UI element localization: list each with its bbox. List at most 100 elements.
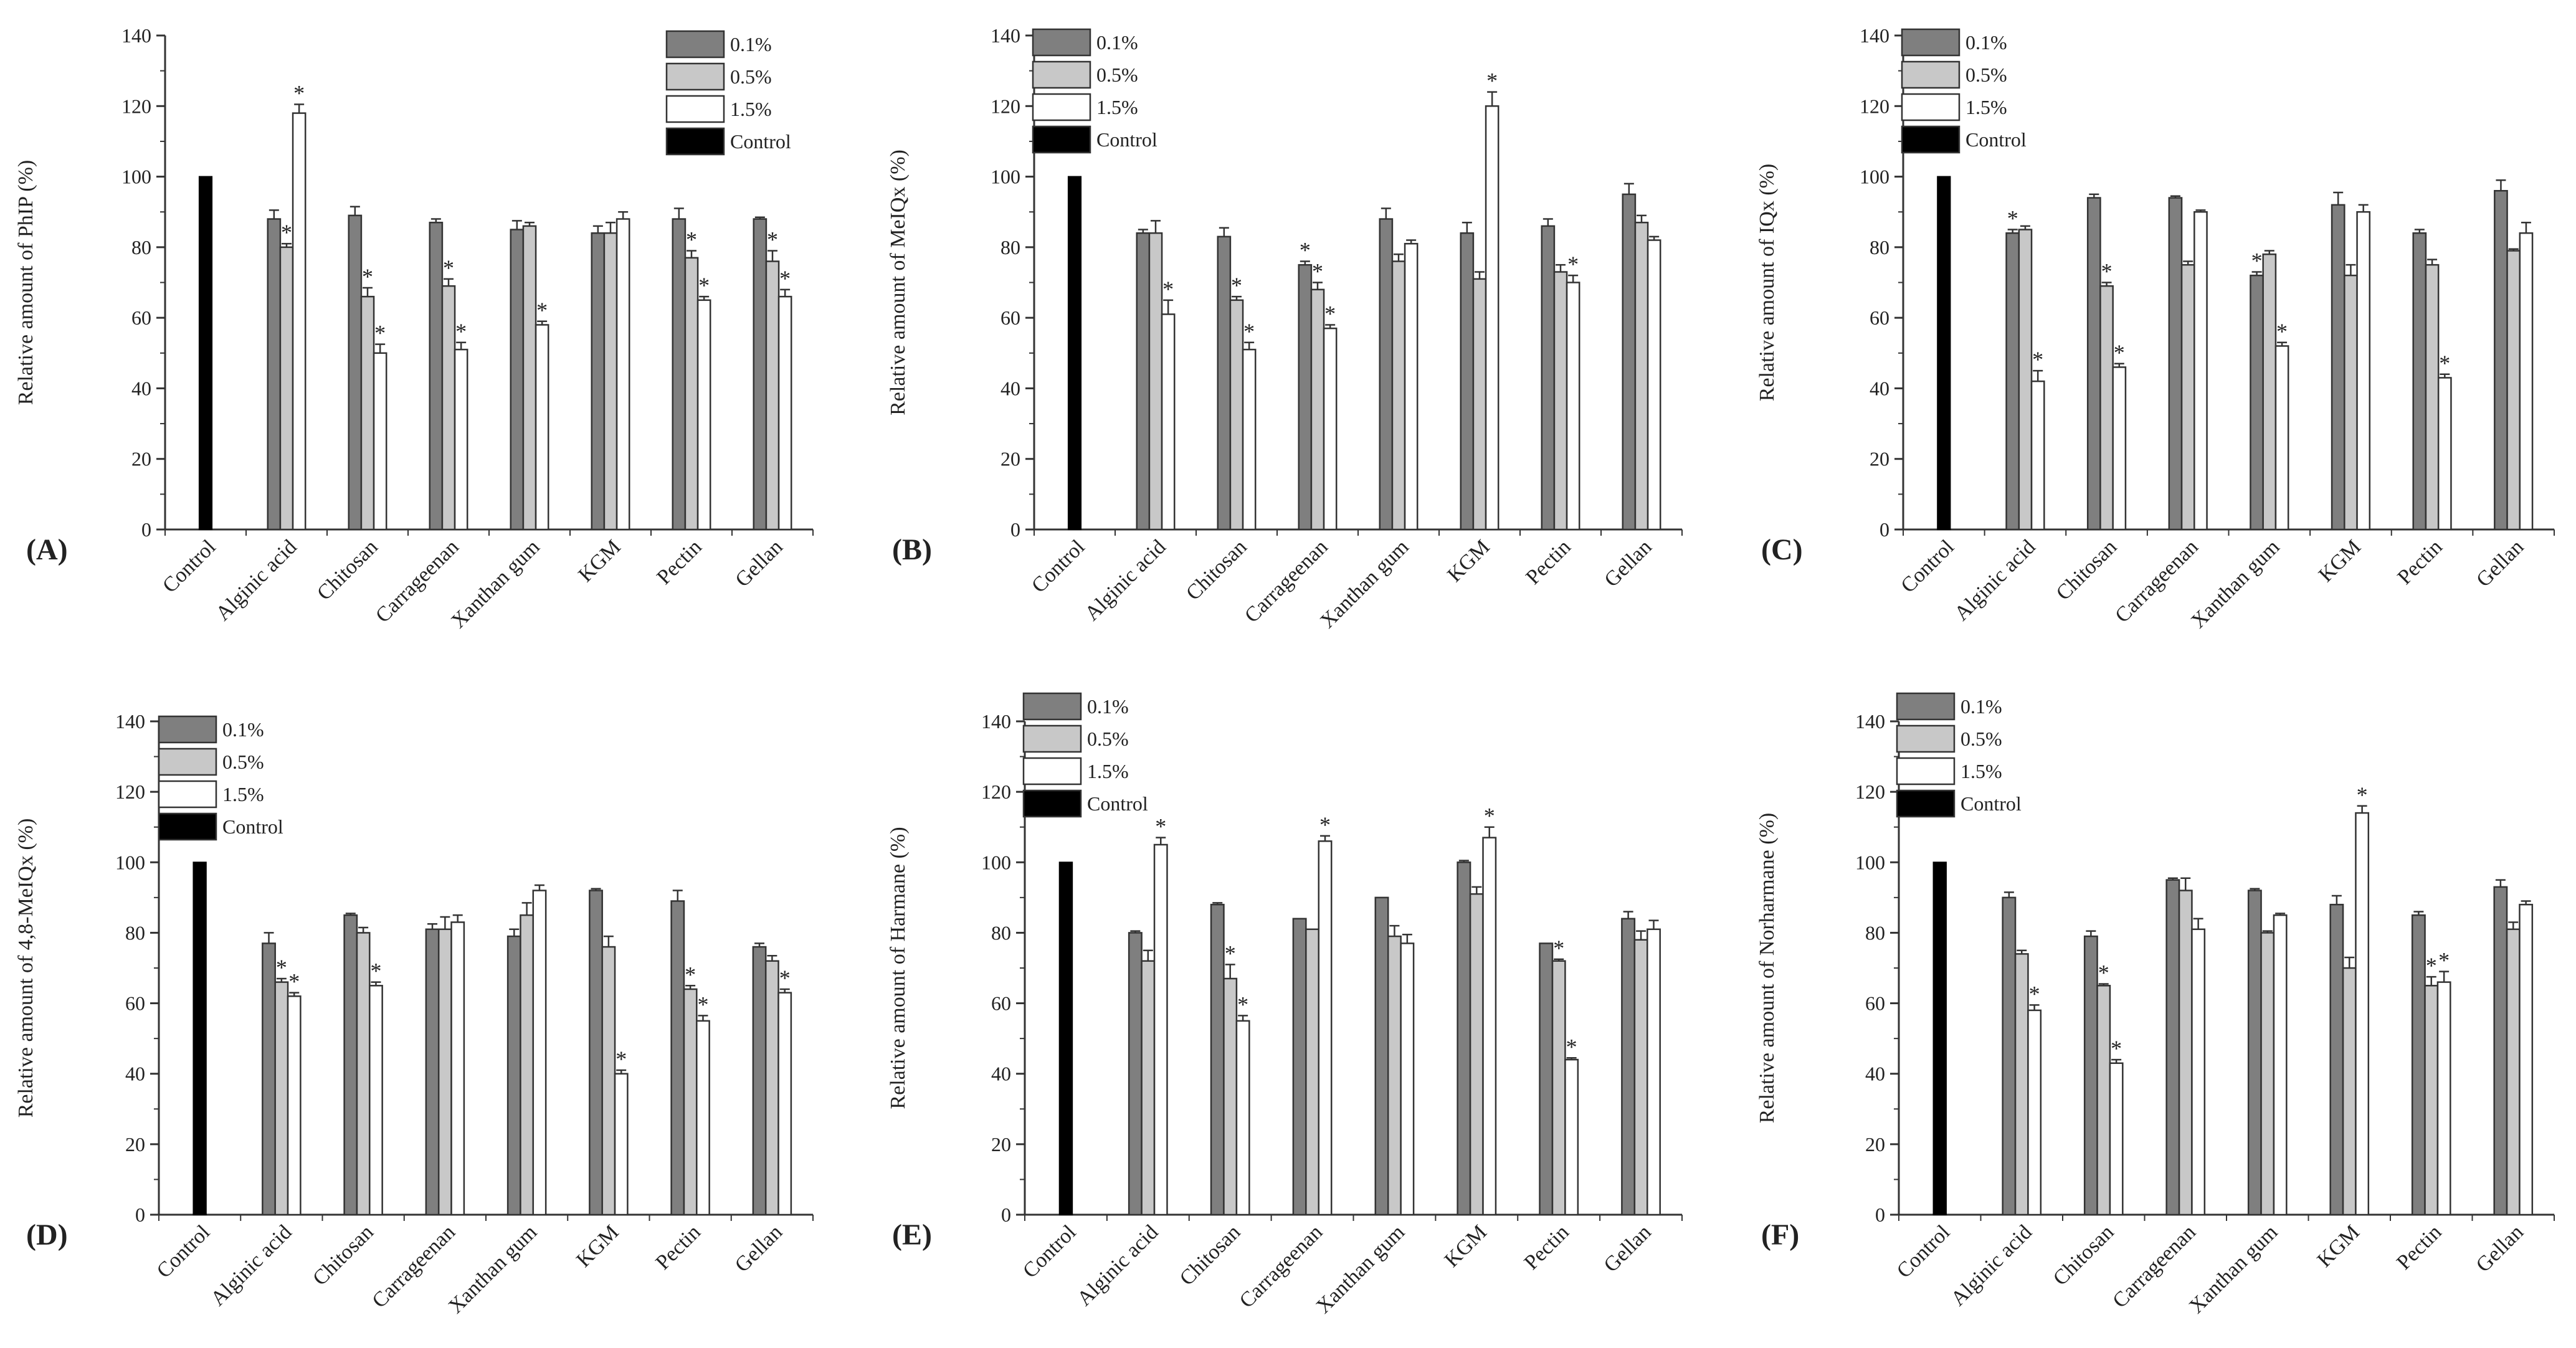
bar-1-5pct: [2519, 232, 2534, 531]
legend-swatch: [1896, 724, 1956, 753]
bar-0-5pct: [2180, 263, 2195, 531]
significance-marker: *: [1162, 277, 1174, 301]
y-tick-label: 100: [981, 851, 1011, 873]
bar-1-5pct: [450, 921, 465, 1216]
bar-0-5pct: [2262, 253, 2277, 531]
chart-panel-2: 0 20 40 60 80 100 120 140 Relative amount of MeI…: [886, 24, 1683, 633]
y-tick-label: 100: [121, 166, 151, 188]
bar-0-5pct: [2178, 890, 2193, 1216]
panel-label: (A): [26, 533, 68, 566]
bar-0-5pct: [2506, 928, 2521, 1216]
y-tick-label: 40: [991, 1063, 1011, 1085]
y-tick-label: 80: [991, 921, 1011, 944]
bar-1-5pct: [369, 985, 383, 1216]
x-tick-label: Chitosan: [2052, 535, 2122, 605]
bar-1-5pct: [2437, 377, 2452, 531]
bar-0-5pct: [356, 932, 371, 1216]
legend-label: 0.5%: [1087, 728, 1129, 750]
bar-0-5pct: [683, 988, 698, 1216]
x-tick-label: Gellan: [731, 535, 787, 591]
legend-label: Control: [1087, 792, 1148, 815]
y-tick-label: 80: [131, 236, 151, 259]
bar-0-1pct: [2086, 197, 2101, 531]
legend-label: 0.5%: [1961, 728, 2002, 750]
significance-marker: *: [1553, 936, 1564, 961]
significance-marker: *: [1312, 259, 1323, 284]
bar-0-1pct: [1128, 932, 1143, 1216]
x-tick-label: KGM: [1440, 1220, 1491, 1271]
y-tick-label: 40: [131, 377, 151, 399]
panel-label: (E): [892, 1218, 932, 1251]
bar-0-1pct: [2250, 274, 2264, 531]
bar-0-1pct: [429, 221, 444, 531]
significance-marker: *: [697, 992, 708, 1017]
bar-0-5pct: [1387, 935, 1402, 1216]
bar-0-1pct: [591, 232, 606, 531]
significance-marker: *: [1567, 252, 1579, 277]
y-tick-label: 60: [1865, 992, 1885, 1015]
x-tick-label: Alginic acid: [1073, 1220, 1162, 1310]
legend-label: 0.5%: [730, 65, 772, 88]
bar-0-1pct: [1136, 232, 1151, 531]
bar-1-5pct: [1647, 239, 1661, 531]
significance-marker: *: [1155, 814, 1166, 839]
y-tick-label: 20: [1870, 448, 1889, 470]
bar-0-5pct: [764, 960, 779, 1216]
y-tick-label: 80: [1000, 236, 1020, 259]
legend-swatch: [1022, 789, 1082, 818]
y-tick-label: 0: [1880, 518, 1889, 541]
y-tick-label: 20: [1865, 1133, 1885, 1156]
bar-0-5pct: [1633, 939, 1648, 1216]
y-axis-label: Relative amount of IQx (%): [1756, 164, 1779, 401]
bar-0-1pct: [1217, 235, 1232, 531]
bar-1-5pct: [1242, 348, 1257, 531]
significance-marker: *: [1300, 238, 1311, 263]
bar-0-5pct: [2342, 967, 2357, 1216]
legend-label: 0.1%: [1965, 31, 2007, 54]
significance-marker: *: [455, 319, 467, 344]
bar-1-5pct: [373, 352, 387, 531]
x-tick-label: Chitosan: [308, 1220, 378, 1290]
bar-0-1pct: [343, 914, 358, 1216]
bar-0-1pct: [1621, 918, 1636, 1216]
x-tick-label: Pectin: [1521, 535, 1575, 589]
bar-0-5pct: [684, 257, 699, 531]
x-tick-label: KGM: [1443, 535, 1494, 586]
legend: 0.1% 0.5% 1.5% Control: [1032, 28, 1157, 154]
significance-marker: *: [443, 255, 454, 280]
legend-swatch: [665, 127, 725, 156]
significance-marker: *: [2357, 782, 2368, 807]
bar-0-5pct: [2425, 263, 2440, 531]
x-tick-label: Gellan: [2472, 535, 2528, 591]
legend-swatch: [1022, 724, 1082, 753]
bar-0-1pct: [752, 946, 767, 1216]
y-tick-label: 40: [1870, 377, 1889, 399]
bar-0-1pct: [2412, 232, 2427, 531]
legend-label: Control: [1965, 128, 2027, 151]
bar-1-5pct: [292, 112, 307, 531]
significance-marker: *: [2114, 340, 2125, 365]
x-tick-label: Pectin: [2392, 1220, 2446, 1274]
x-tick-label: KGM: [572, 1220, 623, 1271]
significance-marker: *: [370, 959, 381, 984]
significance-marker: *: [685, 962, 696, 987]
bar-0-5pct: [2018, 229, 2033, 531]
control-bar: [192, 861, 207, 1216]
significance-marker: *: [615, 1047, 627, 1071]
x-tick-label: Alginic acid: [1950, 535, 2040, 625]
legend-label: 1.5%: [1087, 760, 1129, 782]
legend-swatch: [665, 30, 725, 59]
y-tick-label: 140: [1860, 24, 1889, 47]
y-tick-label: 60: [131, 306, 151, 329]
y-tick-label: 140: [981, 710, 1011, 733]
x-tick-label: Xanthan gum: [2187, 535, 2284, 632]
bar-0-5pct: [1223, 977, 1238, 1216]
significance-marker: *: [2276, 319, 2288, 344]
y-axis-label: Relative amount of Norharmane (%): [1756, 813, 1779, 1123]
y-tick-label: 120: [121, 95, 151, 117]
legend: 0.1% 0.5% 1.5% Control: [665, 30, 791, 156]
legend-swatch: [1896, 757, 1956, 786]
x-tick-label: Alginic acid: [1080, 535, 1170, 625]
panel-label: (F): [1761, 1218, 1799, 1251]
y-tick-label: 140: [121, 24, 151, 47]
